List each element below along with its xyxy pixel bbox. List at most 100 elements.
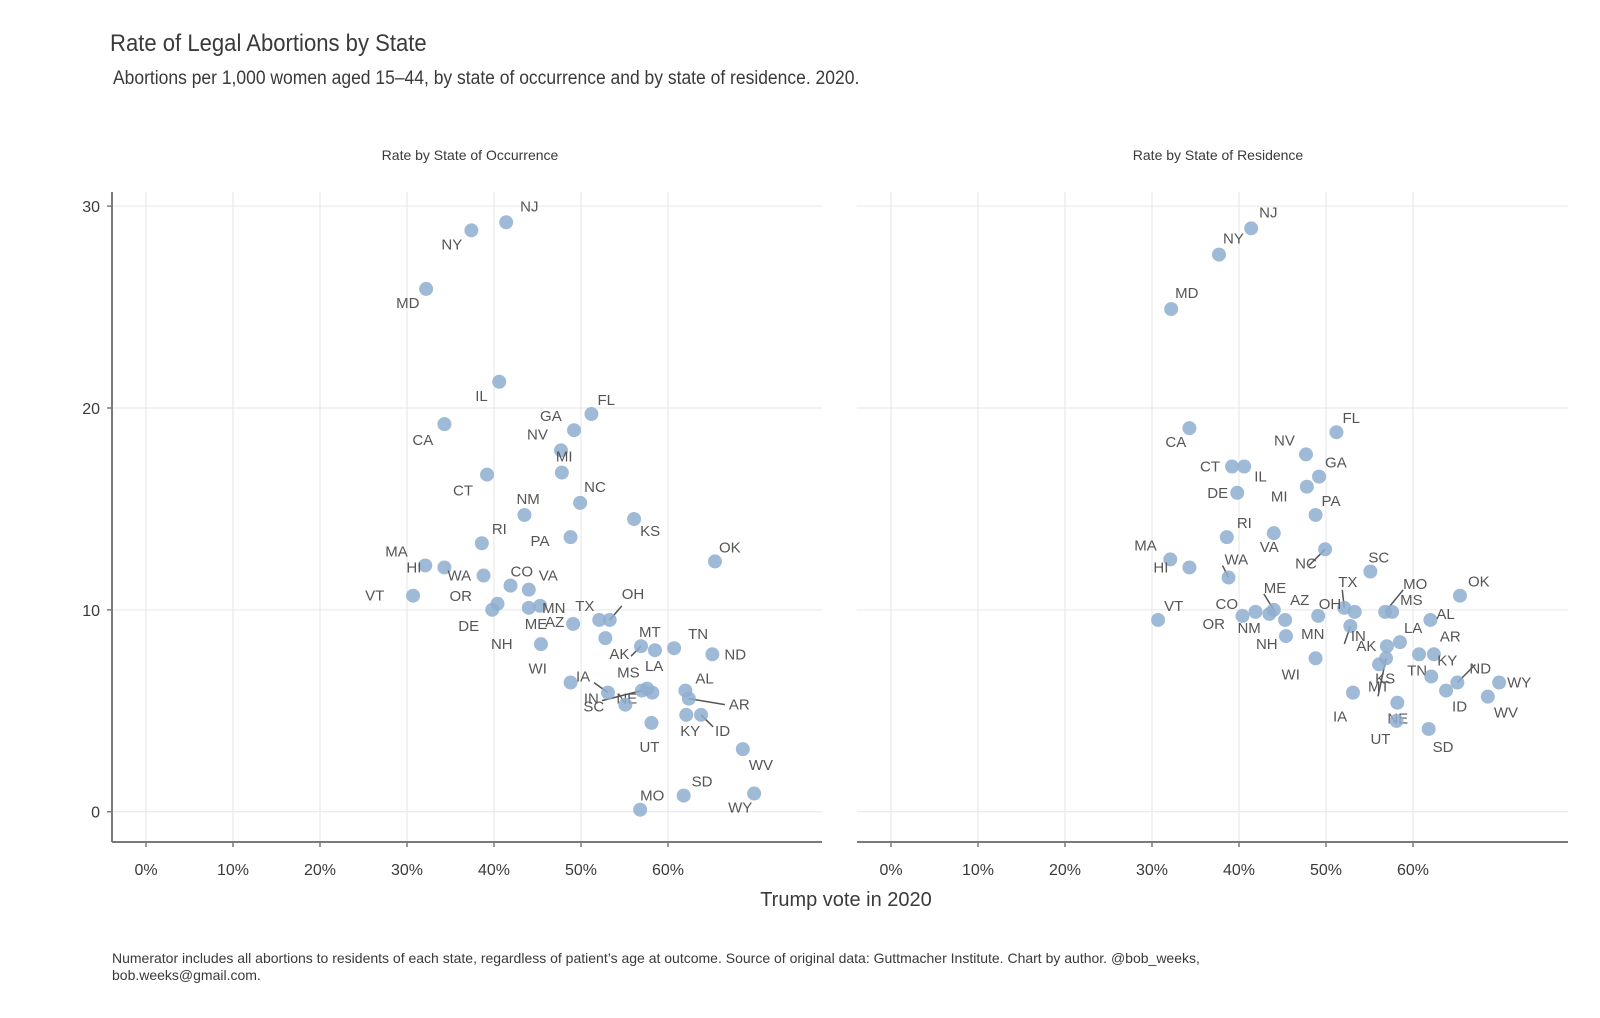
x-tick-label: 60% [1397, 862, 1429, 879]
point-label-nv: NV [1274, 432, 1295, 449]
point-label-in: IN [1351, 628, 1366, 645]
data-point-mn [1278, 612, 1293, 627]
point-label-al: AL [695, 671, 713, 688]
point-label-tx: TX [575, 598, 594, 615]
point-label-wi: WI [1282, 666, 1300, 683]
y-tick-label: 30 [82, 199, 100, 216]
data-point-ms [1385, 604, 1400, 619]
point-label-mi: MI [556, 449, 573, 466]
x-tick-label: 10% [962, 862, 994, 879]
data-point-az [566, 616, 581, 631]
data-point-in [1379, 639, 1394, 654]
point-label-ms: MS [617, 665, 640, 682]
data-point-ak [1343, 619, 1358, 634]
chart-subtitle: Abortions per 1,000 women aged 15–44, by… [113, 68, 860, 89]
data-point-pa [563, 530, 578, 545]
data-point-wi [563, 675, 578, 690]
point-label-wa: WA [448, 568, 472, 585]
data-point-oh [602, 612, 617, 627]
chart-caption: Numerator includes all abortions to resi… [112, 950, 1200, 983]
point-label-ks: KS [640, 523, 660, 540]
point-label-nj: NJ [1259, 204, 1277, 221]
point-label-pa: PA [1322, 493, 1341, 510]
data-point-nd [1450, 675, 1465, 690]
point-label-ia: IA [576, 669, 590, 686]
data-point-ma [1163, 552, 1178, 567]
point-label-in: IN [584, 691, 599, 708]
point-label-sc: SC [583, 699, 604, 716]
point-label-sd: SD [692, 774, 713, 791]
data-point-ny [1211, 247, 1226, 262]
data-point-nv [1298, 447, 1313, 462]
data-point-nm [517, 507, 532, 522]
y-tick-label: 20 [82, 401, 100, 418]
panel-residence: 0% 10% 20% 30% 40% 50% 60% Rate by State of Res… [857, 147, 1568, 879]
point-label-tn: TN [1407, 662, 1427, 679]
x-tick-label: 40% [1223, 862, 1255, 879]
point-label-ak: AK [609, 646, 629, 663]
point-label-ga: GA [1325, 455, 1347, 472]
data-point-nh [533, 637, 548, 652]
point-label-ri: RI [1237, 515, 1252, 532]
point-label-fl: FL [597, 392, 615, 409]
data-point-la [1392, 635, 1407, 650]
data-point-ne [1390, 695, 1405, 710]
point-label-wv: WV [749, 757, 773, 774]
point-label-ok: OK [1468, 574, 1490, 591]
data-point-ne [645, 685, 660, 700]
data-point-hi [1182, 560, 1197, 575]
data-point-id [1439, 683, 1454, 698]
point-label-ut: UT [639, 739, 659, 756]
data-point-ak [598, 631, 613, 646]
point-label-tx: TX [1338, 574, 1357, 591]
data-point-il [492, 374, 507, 389]
point-label-mn: MN [1301, 626, 1324, 643]
data-point-nc [573, 495, 588, 510]
x-tick-label: 30% [391, 862, 423, 879]
data-point-md [1164, 302, 1179, 317]
point-label-mt: MT [1368, 678, 1390, 695]
data-point-wv [735, 742, 750, 757]
data-point-sc [618, 697, 633, 712]
data-point-mt [1379, 651, 1394, 666]
data-point-va [521, 582, 536, 597]
data-point-ri [474, 536, 489, 551]
point-label-az: AZ [1290, 592, 1309, 609]
point-label-nd: ND [724, 646, 746, 663]
data-point-la [647, 643, 662, 658]
point-label-tn: TN [688, 626, 708, 643]
data-point-nc [1318, 542, 1333, 557]
point-label-wy: WY [728, 800, 752, 817]
point-label-la: LA [1404, 620, 1422, 637]
point-label-la: LA [645, 658, 663, 675]
data-point-id [694, 707, 709, 722]
x-tick-label: 30% [1136, 862, 1168, 879]
point-label-oh: OH [622, 586, 645, 603]
data-point-ma [418, 558, 433, 573]
point-label-nh: NH [1256, 636, 1278, 653]
data-point-ky [1424, 669, 1439, 684]
data-point-me [521, 600, 536, 615]
point-label-ca: CA [412, 432, 433, 449]
data-point-nh [1278, 629, 1293, 644]
point-label-va: VA [539, 568, 558, 585]
point-label-nm: NM [516, 491, 539, 508]
point-label-mn: MN [542, 600, 565, 617]
data-point-ut [1389, 713, 1404, 728]
point-label-ma: MA [1134, 537, 1157, 554]
data-point-de [1230, 485, 1245, 500]
point-label-ky: KY [680, 723, 700, 740]
facet-title: Rate by State of Residence [1133, 147, 1304, 163]
point-label-me: ME [1264, 580, 1287, 597]
point-label-nm: NM [1237, 620, 1260, 637]
point-label-de: DE [1207, 485, 1228, 502]
data-point-in [634, 683, 649, 698]
data-point-wa [1221, 570, 1236, 585]
x-tick-label: 50% [565, 862, 597, 879]
point-label-il: IL [475, 388, 488, 405]
point-label-wa: WA [1225, 552, 1249, 569]
point-label-co: CO [511, 564, 534, 581]
data-point-wy [747, 786, 762, 801]
point-label-ok: OK [719, 539, 741, 556]
point-label-id: ID [715, 723, 730, 740]
